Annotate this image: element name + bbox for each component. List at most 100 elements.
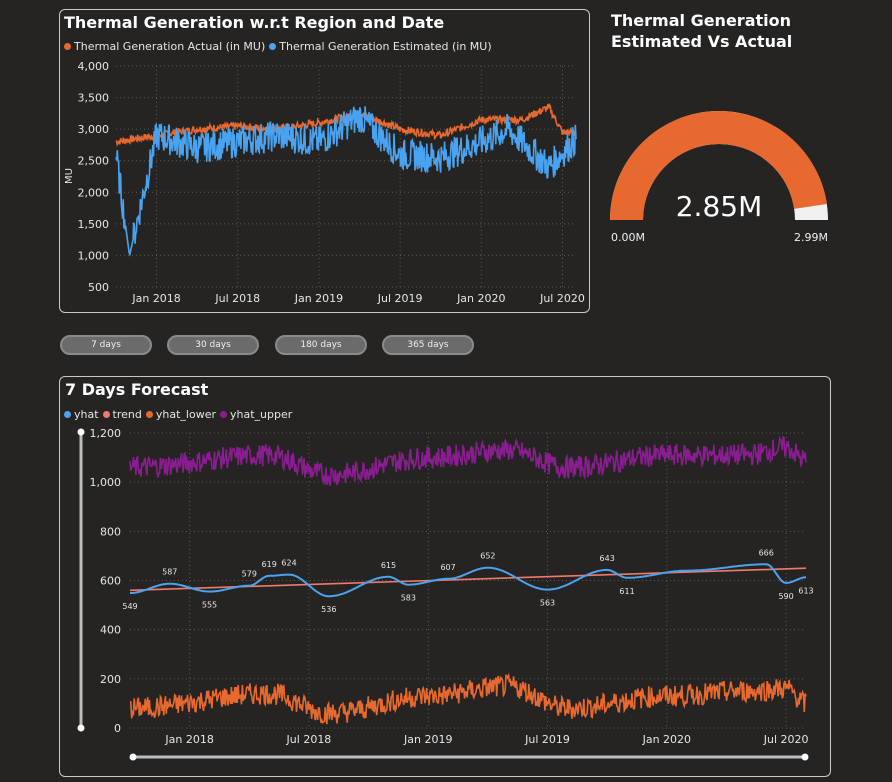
yhat-data-label: 587 xyxy=(162,568,177,577)
forecast-x-axis-ticks: Jan 2018 Jul 2018 Jan 2019 Jul 2019 Jan 2020… xyxy=(164,733,808,746)
thermal-generation-chart-panel: Thermal Generation w.r.t Region and Date… xyxy=(59,9,590,313)
legend-item-estimated[interactable]: Thermal Generation Estimated (in MU) xyxy=(269,40,492,53)
filter-7-days-button[interactable]: 7 days xyxy=(60,335,152,355)
legend-item-yhat-upper[interactable]: yhat_upper xyxy=(219,408,293,421)
series-line-estimated[interactable] xyxy=(115,106,577,257)
forecast-line-chart[interactable]: 1,200 1,000 800 600 400 200 0 Jan 2018 Jul 2018… xyxy=(0,370,892,782)
yhat-data-labels: 549 587 555 579 619 624 536 615 583 607 652 563 643 6… xyxy=(122,548,813,614)
y-tick-label: 2,500 xyxy=(78,155,110,168)
gauge-chart[interactable]: 2.85M 0.00M 2.99M xyxy=(600,110,840,250)
y-tick-label: 1,500 xyxy=(78,218,110,231)
forecast-chart-panel: 7 Days Forecast yhat trend yhat_lower yh… xyxy=(59,376,831,777)
forecast-y-tick-label: 1,200 xyxy=(90,427,122,440)
forecast-title: 7 Days Forecast xyxy=(65,380,209,399)
yhat-data-label: 536 xyxy=(321,605,336,614)
x-axis-ticks: Jan 2018 Jul 2018 Jan 2019 Jul 2019 Jan 2020… xyxy=(131,292,584,305)
yhat-data-label: 607 xyxy=(440,563,455,572)
y-tick-label: 500 xyxy=(88,281,109,294)
legend-label-trend: trend xyxy=(112,408,142,421)
series-line-yhat[interactable] xyxy=(130,563,807,598)
forecast-x-tick-label: Jan 2019 xyxy=(403,733,452,746)
y-axis-label: MU xyxy=(64,168,75,184)
legend-label-yhat-upper: yhat_upper xyxy=(229,408,293,421)
legend-dot-actual xyxy=(64,43,71,50)
legend-item-yhat[interactable]: yhat xyxy=(64,408,99,421)
gauge-fill xyxy=(610,111,827,220)
horizontal-zoom-slider-handle-left[interactable] xyxy=(129,753,137,761)
x-gridlines xyxy=(156,66,563,287)
filter-30-days-button[interactable]: 30 days xyxy=(167,335,259,355)
yhat-data-label: 549 xyxy=(122,602,137,611)
y-tick-label: 4,000 xyxy=(78,60,110,73)
gauge-title: Thermal Generation Estimated Vs Actual xyxy=(611,10,811,52)
yhat-data-label: 583 xyxy=(401,594,416,603)
gauge-title-line1: Thermal Generation xyxy=(611,11,791,30)
forecast-legend: yhat trend yhat_lower yhat_upper xyxy=(64,408,296,421)
legend-item-trend[interactable]: trend xyxy=(102,408,142,421)
yhat-data-label: 643 xyxy=(600,554,615,563)
legend-dot-yhat xyxy=(64,411,71,418)
yhat-data-label: 615 xyxy=(381,561,396,570)
legend-dot-yhat-lower xyxy=(145,411,153,418)
yhat-data-label: 652 xyxy=(480,552,495,561)
forecast-y-tick-label: 0 xyxy=(114,722,121,735)
legend-dot-trend xyxy=(102,411,110,418)
x-tick-label: Jan 2019 xyxy=(294,292,343,305)
yhat-data-label: 555 xyxy=(202,601,217,610)
forecast-x-tick-label: Jul 2018 xyxy=(286,733,332,746)
forecast-y-tick-label: 1,000 xyxy=(90,476,122,489)
series-line-yhat-upper[interactable] xyxy=(129,435,807,486)
chart-legend: Thermal Generation Actual (in MU) Therma… xyxy=(64,40,496,53)
y-tick-label: 3,500 xyxy=(78,92,110,105)
forecast-x-tick-label: Jul 2019 xyxy=(524,733,570,746)
legend-label-yhat-lower: yhat_lower xyxy=(155,408,216,421)
filter-180-days-button[interactable]: 180 days xyxy=(275,335,367,355)
y-tick-label: 3,000 xyxy=(78,123,110,136)
forecast-y-tick-label: 600 xyxy=(100,575,121,588)
legend-label-estimated: Thermal Generation Estimated (in MU) xyxy=(279,40,492,53)
x-tick-label: Jan 2018 xyxy=(131,292,180,305)
forecast-y-tick-label: 200 xyxy=(100,673,121,686)
yhat-data-label: 579 xyxy=(242,570,257,579)
forecast-y-tick-label: 400 xyxy=(100,624,121,637)
thermal-generation-line-chart[interactable]: MU 4,000 3,500 3,000 2,500 2,000 1,500 1,000 50… xyxy=(0,0,892,320)
forecast-y-tick-label: 800 xyxy=(100,525,121,538)
series-line-yhat-lower[interactable] xyxy=(130,672,807,725)
filter-365-days-button[interactable]: 365 days xyxy=(382,335,474,355)
vertical-zoom-slider-handle-bottom[interactable] xyxy=(77,724,85,732)
yhat-data-label: 590 xyxy=(778,592,793,601)
vertical-zoom-slider-handle-top[interactable] xyxy=(77,428,85,436)
yhat-data-label: 611 xyxy=(619,587,634,596)
forecast-y-gridlines xyxy=(130,432,806,729)
x-tick-label: Jan 2020 xyxy=(456,292,505,305)
yhat-data-label: 613 xyxy=(798,586,813,595)
yhat-data-label: 666 xyxy=(759,548,774,557)
legend-dot-estimated xyxy=(269,43,277,50)
x-tick-label: Jul 2019 xyxy=(377,292,423,305)
gauge-min-label: 0.00M xyxy=(611,231,645,244)
legend-label-yhat: yhat xyxy=(74,408,99,421)
legend-item-yhat-lower[interactable]: yhat_lower xyxy=(145,408,216,421)
series-line-trend[interactable] xyxy=(129,567,807,592)
chart-title: Thermal Generation w.r.t Region and Date xyxy=(64,13,445,32)
forecast-x-tick-label: Jan 2020 xyxy=(642,733,691,746)
yhat-data-label: 619 xyxy=(262,560,277,569)
y-axis-ticks: 4,000 3,500 3,000 2,500 2,000 1,500 1,000 500 xyxy=(78,60,110,294)
legend-dot-yhat-upper xyxy=(219,411,227,418)
gauge-max-label: 2.99M xyxy=(794,231,828,244)
forecast-x-tick-label: Jan 2018 xyxy=(164,733,213,746)
y-gridlines xyxy=(116,65,576,288)
forecast-x-tick-label: Jul 2020 xyxy=(763,733,809,746)
x-tick-label: Jul 2018 xyxy=(214,292,260,305)
forecast-y-axis-ticks: 1,200 1,000 800 600 400 200 0 xyxy=(90,427,122,735)
y-tick-label: 2,000 xyxy=(78,186,110,199)
gauge-value: 2.85M xyxy=(676,190,763,223)
legend-label-actual: Thermal Generation Actual (in MU) xyxy=(74,40,266,53)
gauge-title-line2: Estimated Vs Actual xyxy=(611,32,793,51)
y-tick-label: 1,000 xyxy=(78,249,110,262)
yhat-data-label: 624 xyxy=(281,559,296,568)
horizontal-zoom-slider-handle-right[interactable] xyxy=(801,753,809,761)
x-tick-label: Jul 2020 xyxy=(539,292,585,305)
yhat-data-label: 563 xyxy=(540,599,555,608)
legend-item-actual[interactable]: Thermal Generation Actual (in MU) xyxy=(64,40,265,53)
